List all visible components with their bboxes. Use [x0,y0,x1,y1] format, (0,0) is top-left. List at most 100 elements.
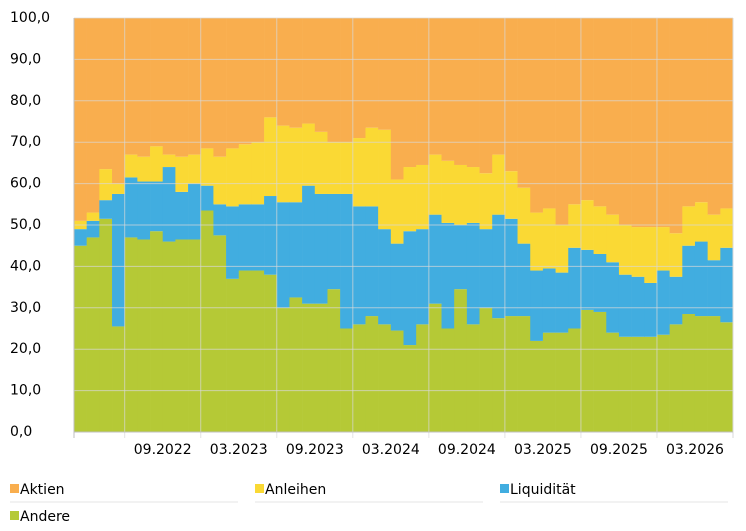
bar-segment [504,171,518,219]
bar-segment [162,18,176,155]
bar-segment [264,117,278,197]
bar-segment [365,316,379,432]
bar-segment [454,164,468,225]
bar-segment [644,18,658,228]
bar-segment [327,142,341,194]
bar-segment [314,303,328,432]
bar-segment [340,328,354,432]
bar-segment [542,332,556,432]
bar-segment [644,282,658,337]
bar-segment [99,169,113,201]
bar-segment [86,18,100,213]
bar-segment [162,241,176,432]
bar-segment [352,138,366,207]
bar-segment [213,18,227,157]
bar-segment [74,229,87,246]
bar-segment [314,131,328,194]
bar-segment [720,247,734,323]
bar-segment [188,154,202,184]
bar-segment [606,332,620,432]
bar-segment [403,18,417,168]
bar-segment [656,270,670,335]
legend-swatch [255,484,264,493]
bar-segment [390,330,404,432]
bar-segment [365,127,379,207]
bar-segment [479,18,493,174]
bar-segment [327,193,341,290]
bar-segment [352,206,366,325]
bar-segment [682,314,696,432]
bar-segment [517,187,531,244]
bar-segment [226,206,240,279]
legend-swatch [10,484,19,493]
bar-segment [403,231,417,346]
bar-segment [694,202,708,242]
bar-segment [555,272,569,333]
bar-segment [682,206,696,246]
x-tick-label: 03.2023 [210,442,268,458]
bar-segment [302,303,316,432]
bar-segment [720,322,734,432]
bar-segment [606,262,620,333]
x-tick-label: 03.2025 [514,442,572,458]
bar-segment [137,18,151,157]
y-tick-label: 50,0 [10,217,41,233]
bar-segment [200,18,214,149]
bar-segment [251,142,265,205]
bar-segment [137,239,151,432]
bar-segment [302,123,316,186]
bar-segment [188,183,202,240]
bar-segment [707,316,721,432]
bar-segment [327,289,341,432]
bar-segment [454,18,468,165]
bar-segment [251,204,265,271]
bar-segment [124,177,138,238]
bar-segment [112,183,125,194]
bar-segment [542,268,556,333]
bar-segment [213,156,227,205]
bar-segment [669,276,683,325]
bar-segment [200,148,214,186]
bar-segment [188,239,202,432]
bar-segment [694,18,708,203]
bar-segment [390,243,404,331]
bar-segment [403,167,417,232]
bar-segment [428,18,442,155]
bar-segment [416,164,430,230]
bar-segment [428,303,442,432]
bar-segment [580,309,594,432]
bar-segment [175,191,189,240]
bar-segment [276,202,290,308]
bar-segment [99,18,113,170]
bar-segment [593,253,607,312]
bar-segment [276,307,290,432]
bar-segment [162,167,176,242]
bar-segment [656,227,670,271]
bar-segment [175,156,189,192]
bar-segment [530,340,544,432]
x-tick-label: 09.2025 [590,442,648,458]
bar-segment [694,241,708,317]
bar-segment [707,260,721,317]
bar-segment [86,237,100,432]
bar-segment [226,18,240,149]
bar-segment [631,227,645,277]
legend-swatch [10,511,19,520]
legend-swatch [500,484,509,493]
bar-segment [74,245,87,432]
bar-segment [302,18,316,124]
y-tick-label: 80,0 [10,93,41,109]
bar-segment [86,220,100,238]
bar-segment [365,18,379,128]
bar-segment [251,270,265,432]
legend-label: Liquidität [510,482,576,498]
bar-segment [137,181,151,240]
bar-segment [289,18,303,128]
bar-segment [669,324,683,432]
x-tick-label: 09.2022 [134,442,192,458]
bar-segment [530,270,544,341]
bar-segment [682,245,696,315]
bar-segment [251,18,265,143]
bar-segment [568,328,582,432]
